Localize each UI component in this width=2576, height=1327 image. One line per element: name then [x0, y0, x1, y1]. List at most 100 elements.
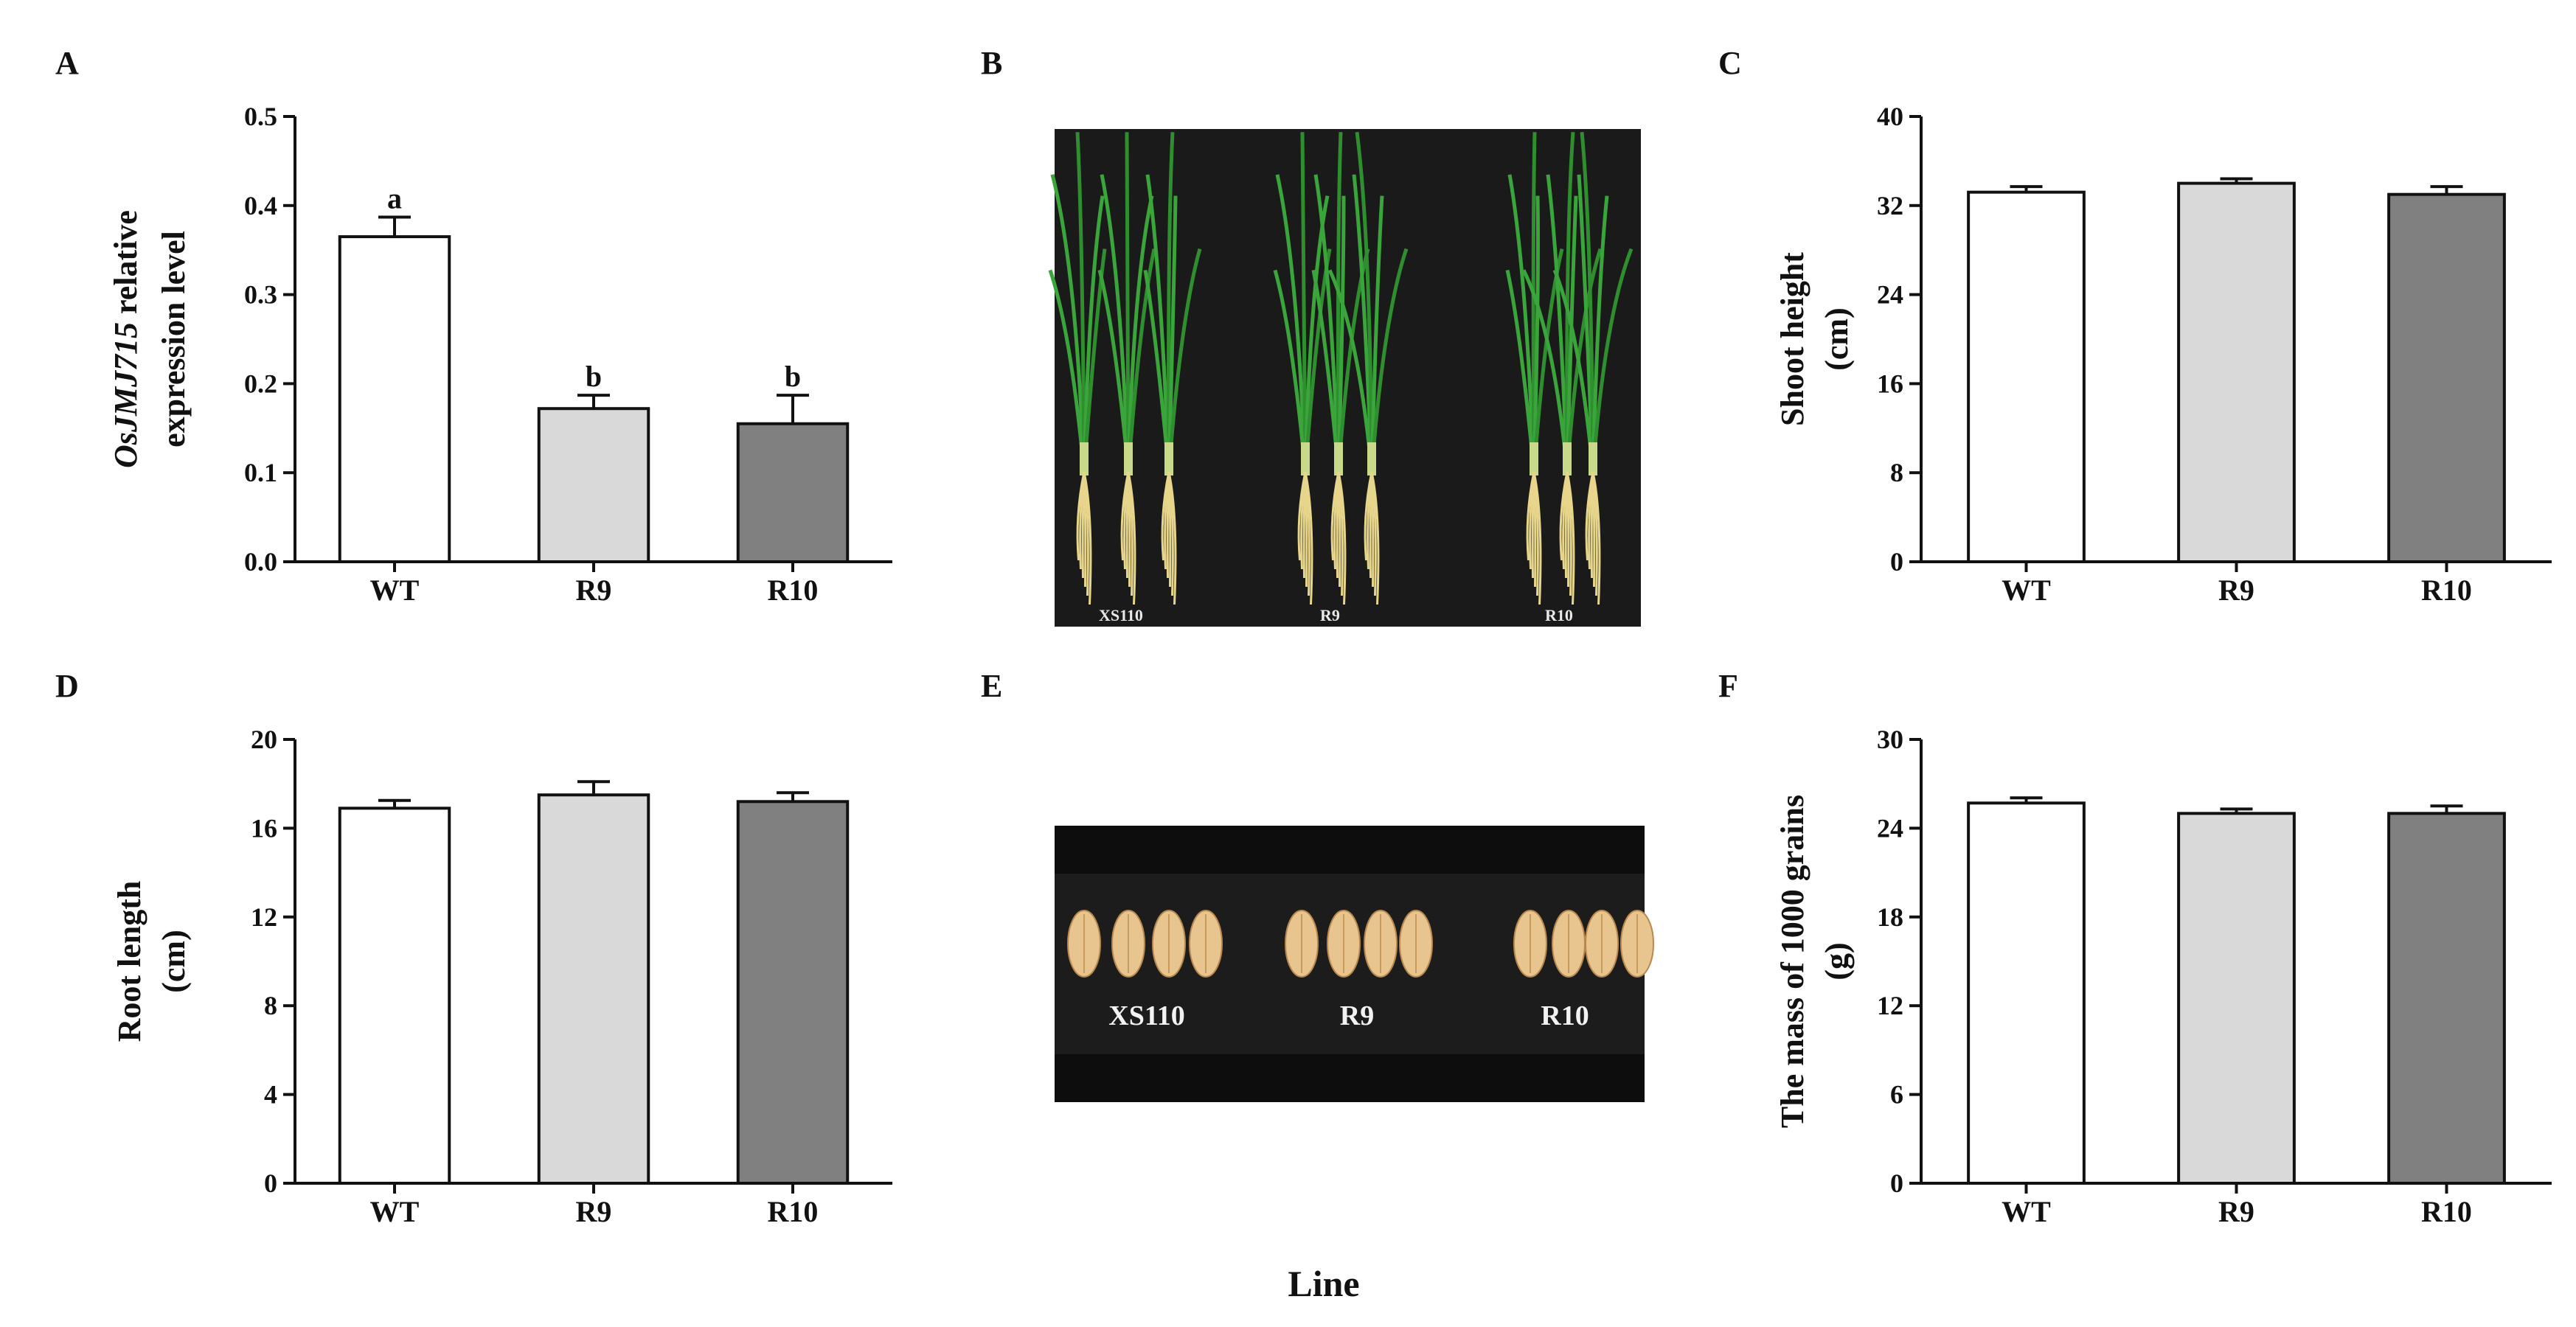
seedling-leaf — [1311, 269, 1341, 473]
y-tick-label: 18 — [1877, 902, 1903, 932]
seedling-stem-base — [1563, 442, 1572, 476]
seedling-root — [1566, 471, 1575, 605]
y-tick-label: 0.0 — [244, 547, 277, 577]
seedling-leaf — [1097, 269, 1131, 473]
seedling-leaf — [1591, 195, 1609, 473]
photo-b-label-r10: R10 — [1545, 606, 1573, 624]
shared-x-axis-label: Line — [1288, 1263, 1359, 1304]
y-tick-label: 0.1 — [244, 458, 277, 487]
seedling-stem-base — [1334, 442, 1343, 476]
y-tick-label: 8 — [1890, 458, 1903, 487]
y-tick-label: 0 — [1890, 547, 1903, 577]
bar-r9 — [537, 793, 650, 1185]
seedling-leaf — [1591, 248, 1634, 473]
seedling-stem-base — [1301, 442, 1310, 476]
bar-r10 — [2387, 192, 2506, 563]
panel-letter-c: C — [1718, 45, 1742, 81]
bar-r9 — [537, 407, 650, 563]
panel-letter-b: B — [981, 45, 1002, 81]
significance-letter: a — [387, 182, 402, 215]
y-axis-title-line1: Shoot height — [1774, 252, 1811, 426]
seedling-leaf — [1369, 195, 1384, 473]
x-tick-label: WT — [2002, 1195, 2051, 1228]
panel-letter-e: E — [981, 668, 1002, 704]
seedling-leaf — [1565, 195, 1578, 473]
seedling-leaf — [1082, 195, 1105, 473]
y-tick-label: 0.3 — [244, 280, 277, 310]
seedling-root — [1167, 471, 1177, 605]
seedling-root — [1591, 471, 1601, 605]
chart-expression-level: 0.0 0.1 0.2 0.3 0.4 0.5 a WT b R9 b R10 OsJMJ715 rel… — [108, 102, 892, 607]
significance-letter: b — [586, 360, 602, 393]
photo-e-label-r10: R10 — [1541, 1000, 1589, 1031]
y-tick-label: 20 — [251, 725, 277, 754]
x-tick-label: R10 — [768, 574, 819, 607]
seedling-root — [1532, 471, 1542, 605]
y-tick-label: 0.5 — [244, 102, 277, 131]
bar-wt — [1967, 190, 2086, 563]
y-axis-title-line1: OsJMJ715 relative — [108, 210, 144, 468]
y-tick-label: 16 — [1877, 369, 1903, 398]
seedling-leaf — [1521, 269, 1569, 473]
photo-b-label-xs110: XS110 — [1099, 606, 1143, 624]
y-tick-label: 24 — [1877, 813, 1903, 843]
seedling-leaf — [1507, 174, 1536, 473]
y-tick-label: 40 — [1877, 102, 1903, 131]
seedling-leaf — [1050, 174, 1086, 473]
x-tick-label: R9 — [576, 1195, 612, 1228]
bar-wt — [1967, 801, 2086, 1185]
seedling-leaf — [1126, 248, 1156, 473]
seedling-root — [1083, 471, 1092, 605]
seedling-leaf — [1100, 174, 1131, 473]
seedling-leaf — [1580, 131, 1595, 473]
y-tick-label: 0.4 — [244, 191, 277, 220]
bar-r10 — [736, 800, 850, 1185]
seedling-leaf — [1143, 269, 1171, 473]
y-tick-label: 24 — [1877, 280, 1903, 310]
seedling-leaf — [1075, 132, 1086, 473]
y-axis-title-line2: expression level — [156, 231, 192, 447]
y-tick-label: 0 — [264, 1168, 277, 1198]
y-tick-label: 4 — [264, 1080, 277, 1110]
photo-e-label-xs110: XS110 — [1108, 1000, 1184, 1031]
seedling-leaf — [1273, 269, 1308, 473]
seedling-leaf — [1082, 248, 1107, 473]
panel-letter-f: F — [1718, 668, 1738, 704]
seedling-leaf — [1369, 248, 1409, 473]
seedling-leaf — [1167, 248, 1202, 473]
seedling-leaf — [1145, 174, 1171, 473]
x-tick-label: R10 — [2421, 574, 2472, 607]
seedling-leaf — [1552, 269, 1595, 473]
seedling-photo: XS110 R9 R10 — [1048, 129, 1641, 627]
bar-r10 — [2387, 812, 2506, 1185]
x-tick-label: WT — [370, 1195, 420, 1228]
y-axis-title-line1: The mass of 1000 grains — [1774, 795, 1811, 1128]
y-tick-label: 16 — [251, 813, 277, 843]
panel-letter-d: D — [55, 668, 79, 704]
significance-letter: b — [785, 360, 801, 393]
seedling-leaf — [1126, 195, 1154, 473]
seedling-leaf — [1565, 248, 1603, 473]
bar-r9 — [2177, 812, 2296, 1185]
seedling-leaf — [1505, 269, 1536, 473]
x-tick-label: WT — [2002, 574, 2051, 607]
seedling-leaf — [1565, 132, 1575, 473]
y-axis-title-line2: (g) — [1819, 942, 1855, 980]
y-axis-title-line2: (cm) — [156, 930, 192, 993]
x-tick-label: WT — [370, 574, 420, 607]
bar-r10 — [736, 422, 850, 564]
y-tick-label: 12 — [1877, 991, 1903, 1020]
y-axis-title-gene: OsJMJ715 — [108, 322, 144, 468]
x-tick-label: R9 — [576, 574, 612, 607]
seedling-plants — [1048, 131, 1634, 605]
grain-seeds — [1067, 910, 1654, 978]
seedling-leaf — [1300, 132, 1308, 473]
y-axis-title-line2: (cm) — [1819, 307, 1855, 371]
y-tick-label: 8 — [264, 991, 277, 1020]
seedling-stem-base — [1367, 442, 1376, 476]
seedling-stem-base — [1124, 442, 1133, 476]
bar-wt — [338, 235, 451, 563]
grain-photo: XS110 R9 R10 — [1055, 826, 1654, 1102]
seedling-root — [1337, 471, 1347, 605]
